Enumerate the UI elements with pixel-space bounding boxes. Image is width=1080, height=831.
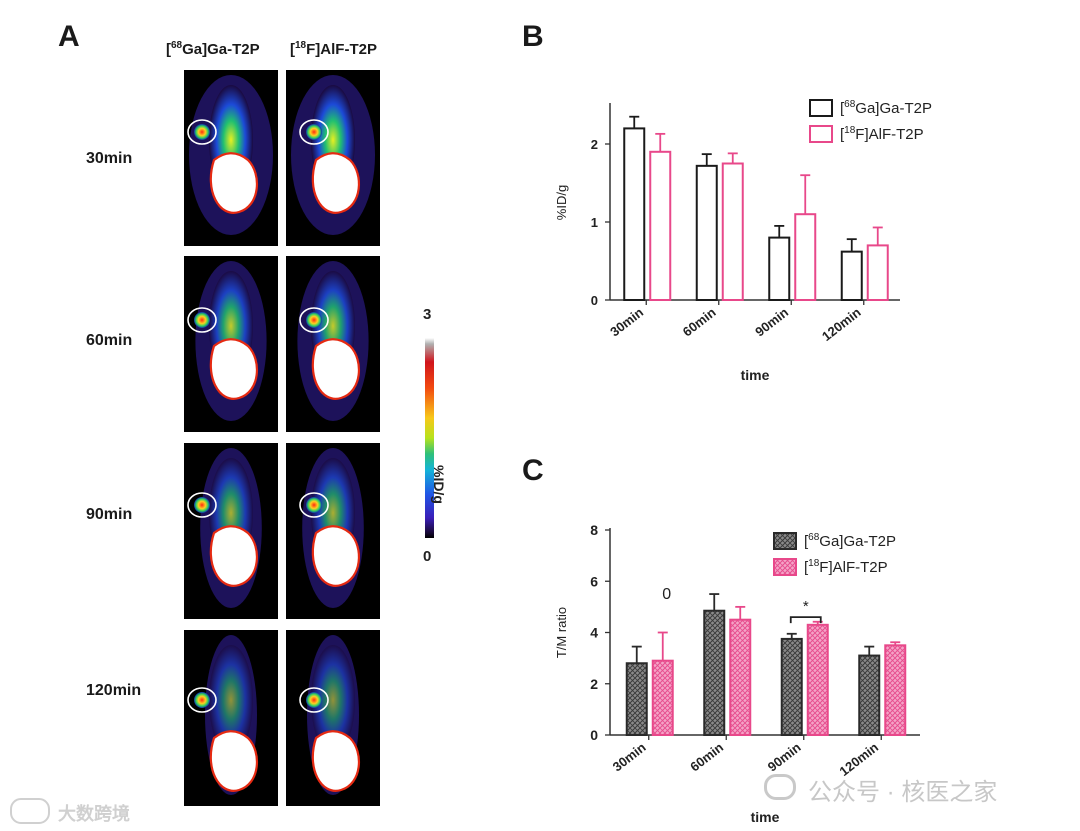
legend-swatch-1 xyxy=(809,125,833,143)
bladder-saturated-region xyxy=(209,525,259,587)
bladder-saturated-region xyxy=(311,525,361,587)
legend-label-0: [68Ga]Ga-T2P xyxy=(804,532,896,550)
legend-label-0: [68Ga]Ga-T2P xyxy=(840,99,932,117)
y-tick-label: 4 xyxy=(590,625,598,641)
y-tick-label: 0 xyxy=(590,727,598,743)
x-tick-label-30min: 30min xyxy=(607,305,646,340)
tumor-hotspot xyxy=(306,497,322,513)
tumor-roi-circle xyxy=(299,492,329,518)
colorbar-max: 3 xyxy=(423,306,432,323)
tumor-hotspot xyxy=(194,692,210,708)
tumor-roi-circle xyxy=(299,307,329,333)
tumor-hotspot xyxy=(306,312,322,328)
tumor-hotspot xyxy=(194,124,210,140)
body-signal-core xyxy=(311,645,355,755)
colorbar-gradient xyxy=(425,338,434,538)
bar-hatched-pink-90min xyxy=(806,623,829,736)
bar-hatched-pink-30min xyxy=(651,659,674,736)
bar-open-black-120min xyxy=(840,250,863,301)
column-header-alf: [18F]AlF-T2P xyxy=(290,40,377,58)
y-tick-label: 8 xyxy=(590,522,598,538)
bladder-saturated-region xyxy=(209,152,259,214)
significance-star: * xyxy=(803,598,809,615)
pet-image-alf-120min xyxy=(286,630,380,806)
annotation-zero: 0 xyxy=(662,586,671,603)
tumor-hotspot xyxy=(306,124,322,140)
x-tick-label-90min: 90min xyxy=(752,305,791,340)
x-tick-label-120min: 120min xyxy=(819,305,864,344)
panel-a-letter: A xyxy=(58,20,80,53)
bar-open-pink-60min xyxy=(721,162,744,301)
bladder-saturated-region xyxy=(311,152,361,214)
panel-c-letter: C xyxy=(522,454,544,487)
significance-bracket xyxy=(789,616,822,624)
bladder-saturated-region xyxy=(209,338,259,400)
bar-hatched-gray-90min xyxy=(780,637,803,736)
x-tick-label-30min: 30min xyxy=(610,740,649,775)
tumor-hotspot xyxy=(194,312,210,328)
pet-image-ga-120min xyxy=(184,630,278,806)
legend-label-1: [18F]AlF-T2P xyxy=(840,125,924,143)
pet-image-alf-30min xyxy=(286,70,380,246)
y-tick-label: 6 xyxy=(590,573,598,589)
x-tick-label-90min: 90min xyxy=(765,740,804,775)
y-tick-label: 2 xyxy=(591,137,598,152)
x-tick-label-60min: 60min xyxy=(687,740,726,775)
x-tick-label-60min: 60min xyxy=(680,305,719,340)
tumor-roi-circle xyxy=(299,119,329,145)
colorbar-label: %ID/g xyxy=(431,465,447,504)
watermark-wechat: 公众号 · 核医之家 xyxy=(808,779,998,806)
bar-open-black-30min xyxy=(623,127,646,302)
colorbar-min: 0 xyxy=(423,548,432,565)
panel-b-letter: B xyxy=(522,20,544,53)
bar-hatched-pink-60min xyxy=(729,618,752,736)
pet-image-ga-30min xyxy=(184,70,278,246)
pet-image-ga-60min xyxy=(184,256,278,432)
tumor-roi-circle xyxy=(187,119,217,145)
bladder-saturated-region xyxy=(311,730,361,792)
bar-open-black-90min xyxy=(768,236,791,302)
row-label-120min: 120min xyxy=(86,682,142,699)
y-tick-label: 1 xyxy=(591,215,598,230)
bar-hatched-gray-120min xyxy=(858,654,881,736)
tumor-roi-circle xyxy=(299,687,329,713)
tumor-roi-circle xyxy=(187,307,217,333)
bar-hatched-gray-60min xyxy=(703,609,726,736)
pet-image-alf-90min xyxy=(286,443,380,619)
bar-open-black-60min xyxy=(695,164,718,301)
chart-b: 0 1 2 %ID/g 30min 60min 90min 120min time [68Ga]G… xyxy=(554,99,932,383)
tumor-roi-circle xyxy=(187,687,217,713)
x-axis-label: time xyxy=(751,809,780,825)
watermark-logo-icon xyxy=(10,798,50,824)
legend-swatch-0 xyxy=(809,99,833,117)
legend-swatch-1 xyxy=(773,558,797,576)
y-tick-label: 0 xyxy=(591,293,598,308)
tumor-hotspot xyxy=(306,692,322,708)
watermark-left: 大数跨境 xyxy=(58,804,130,824)
y-axis-label: %ID/g xyxy=(554,185,569,220)
tumor-roi-circle xyxy=(187,492,217,518)
bar-open-pink-120min xyxy=(866,244,889,301)
pet-image-ga-90min xyxy=(184,443,278,619)
bar-hatched-gray-30min xyxy=(625,662,648,736)
row-label-90min: 90min xyxy=(86,506,133,523)
legend-swatch-0 xyxy=(773,532,797,550)
bar-open-pink-30min xyxy=(649,150,672,301)
pet-image-alf-60min xyxy=(286,256,380,432)
row-label-30min: 30min xyxy=(86,150,133,167)
row-label-60min: 60min xyxy=(86,332,133,349)
body-signal-core xyxy=(209,645,253,755)
bladder-saturated-region xyxy=(209,730,259,792)
bar-open-pink-90min xyxy=(794,213,817,301)
y-tick-label: 2 xyxy=(590,676,598,692)
tumor-hotspot xyxy=(194,497,210,513)
wechat-logo-icon xyxy=(764,774,796,800)
bar-hatched-pink-120min xyxy=(884,644,907,736)
x-axis-label: time xyxy=(741,367,770,383)
legend-label-1: [18F]AlF-T2P xyxy=(804,558,888,576)
y-axis-label: T/M ratio xyxy=(554,607,569,658)
bladder-saturated-region xyxy=(311,338,361,400)
column-header-ga: [68Ga]Ga-T2P xyxy=(166,40,260,58)
